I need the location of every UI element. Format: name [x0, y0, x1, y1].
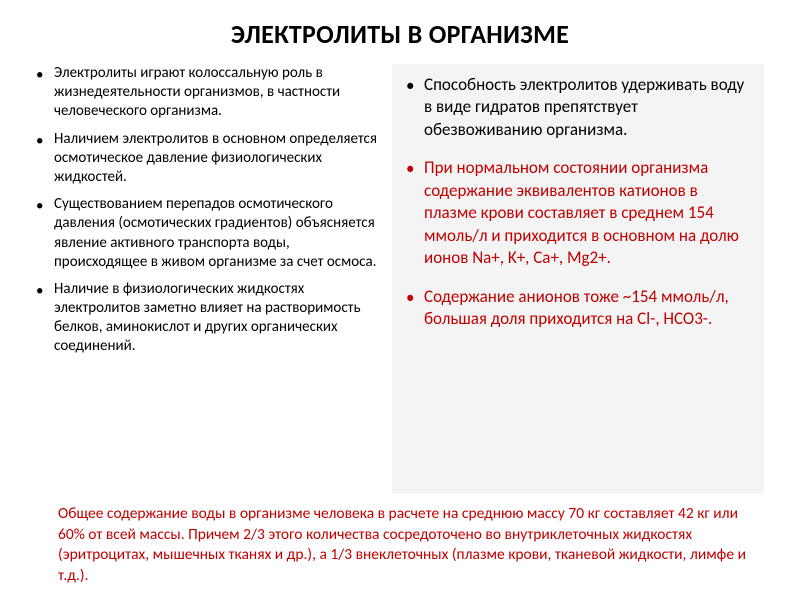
footer-note: Общее содержание воды в организме челове…: [36, 504, 764, 586]
bullet-text: При нормальном состоянии организма содер…: [424, 157, 750, 269]
list-item: • Электролиты играют колоссальную роль в…: [36, 64, 380, 122]
bullet-icon: •: [406, 286, 424, 309]
list-item: • Наличием электролитов в основном опред…: [36, 130, 380, 188]
list-item: • Способность электролитов удерживать во…: [406, 74, 750, 141]
right-bullet-list: • Способность электролитов удерживать во…: [406, 74, 750, 330]
list-item: • Наличие в физиологических жидкостях эл…: [36, 280, 380, 357]
bullet-text: Наличием электролитов в основном определ…: [54, 130, 380, 188]
list-item: • Содержание анионов тоже ~154 ммоль/л, …: [406, 286, 750, 331]
bullet-text: Наличие в физиологических жидкостях элек…: [54, 280, 380, 357]
left-column: • Электролиты играют колоссальную роль в…: [36, 64, 384, 494]
content-columns: • Электролиты играют колоссальную роль в…: [36, 64, 764, 494]
right-column: • Способность электролитов удерживать во…: [392, 64, 764, 494]
list-item: • Существованием перепадов осмотического…: [36, 195, 380, 272]
bullet-icon: •: [406, 157, 424, 180]
bullet-icon: •: [36, 280, 54, 301]
bullet-icon: •: [36, 195, 54, 216]
bullet-icon: •: [406, 74, 424, 97]
page-title: ЭЛЕКТРОЛИТЫ В ОРГАНИЗМЕ: [36, 18, 764, 50]
bullet-icon: •: [36, 64, 54, 85]
bullet-icon: •: [36, 130, 54, 151]
bullet-text: Содержание анионов тоже ~154 ммоль/л, бо…: [424, 286, 750, 331]
bullet-text: Существованием перепадов осмотического д…: [54, 195, 380, 272]
list-item: • При нормальном состоянии организма сод…: [406, 157, 750, 269]
left-bullet-list: • Электролиты играют колоссальную роль в…: [36, 64, 380, 357]
bullet-text: Способность электролитов удерживать воду…: [424, 74, 750, 141]
bullet-text: Электролиты играют колоссальную роль в ж…: [54, 64, 380, 122]
slide: ЭЛЕКТРОЛИТЫ В ОРГАНИЗМЕ • Электролиты иг…: [0, 0, 800, 600]
